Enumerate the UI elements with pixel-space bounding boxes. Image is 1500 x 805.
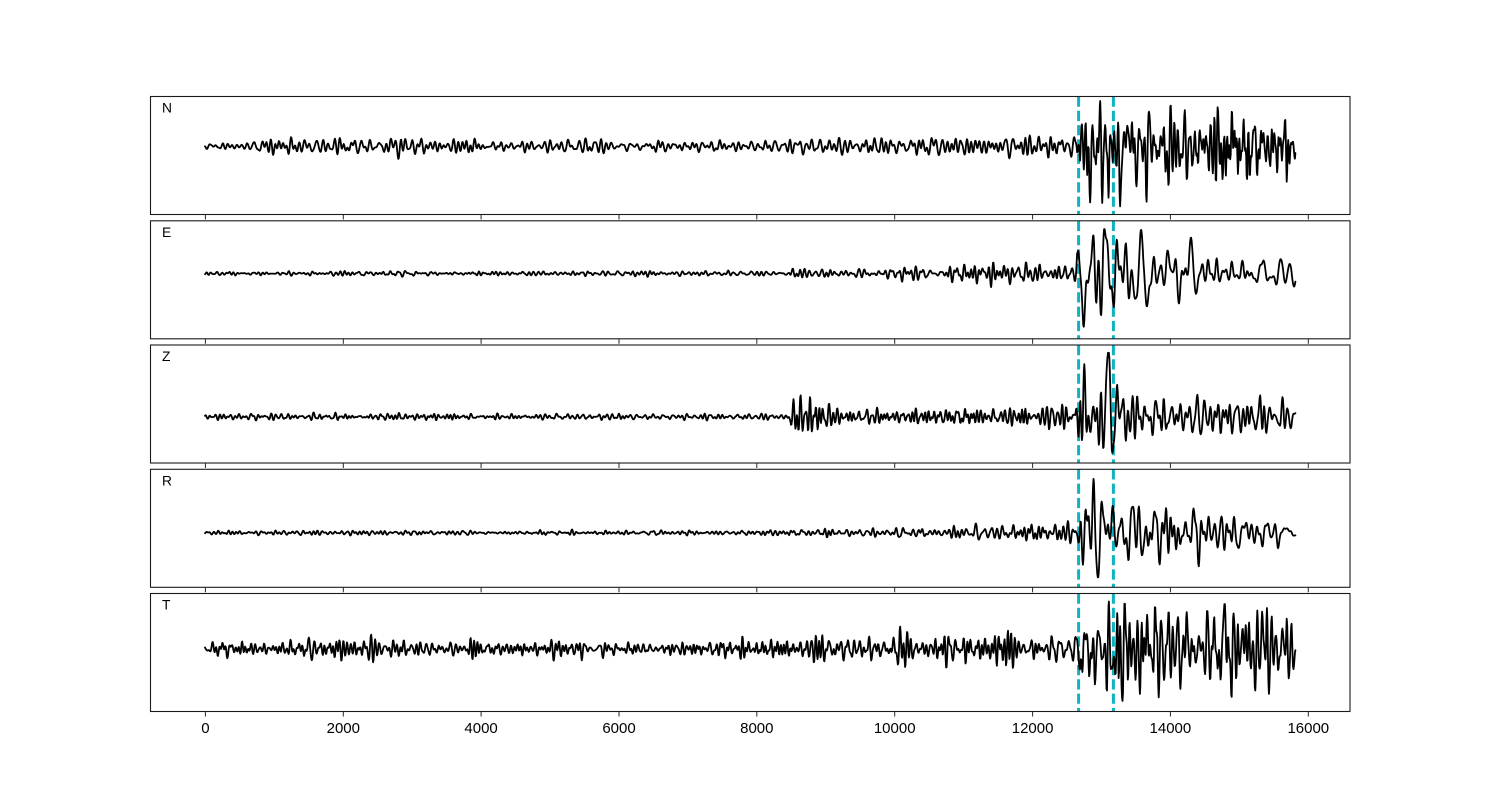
svg-text:T: T [162,598,171,613]
svg-text:16000: 16000 [1287,720,1329,737]
svg-text:2000: 2000 [327,720,360,737]
svg-text:6000: 6000 [602,720,635,737]
svg-text:14000: 14000 [1150,720,1192,737]
svg-text:E: E [162,225,171,240]
svg-text:N: N [162,101,172,116]
svg-text:R: R [162,473,172,488]
svg-text:0: 0 [201,720,209,737]
svg-text:10000: 10000 [874,720,916,737]
svg-text:4000: 4000 [464,720,497,737]
svg-text:8000: 8000 [740,720,773,737]
svg-text:Z: Z [162,349,170,364]
svg-text:12000: 12000 [1012,720,1054,737]
